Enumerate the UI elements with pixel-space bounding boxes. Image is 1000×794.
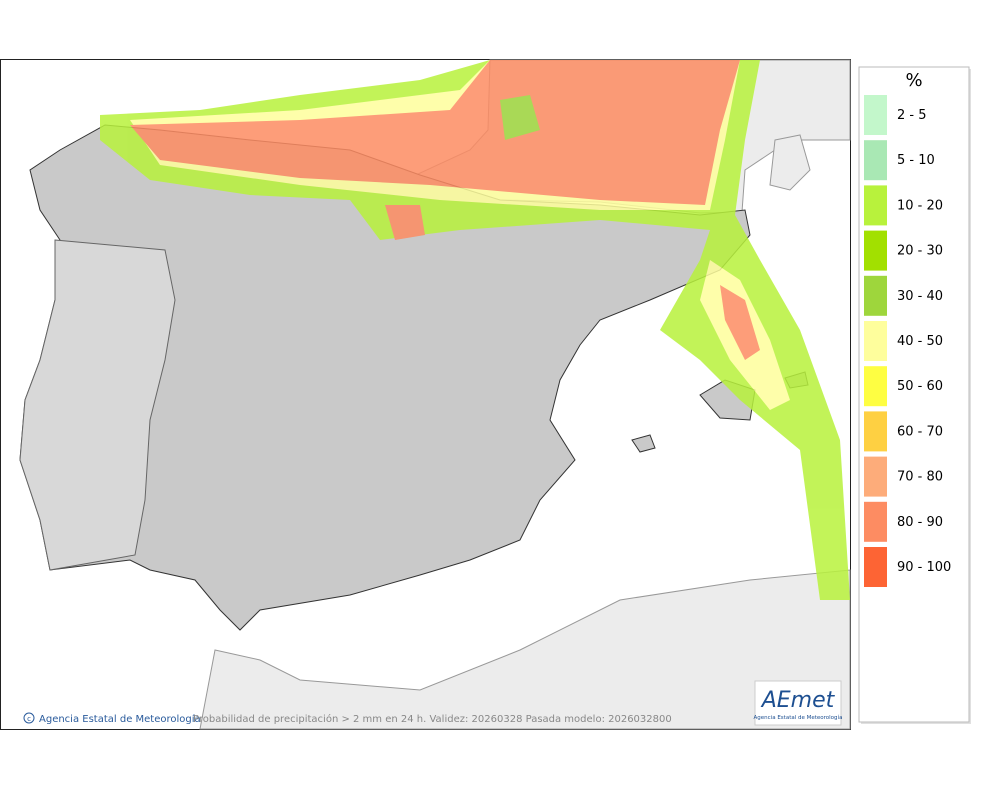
copyright-icon — [23, 712, 35, 724]
legend-label: 60 - 70 — [897, 424, 943, 439]
legend: % 2 - 5 5 - 10 10 - 20 20 - 30 30 - 40 40 - 5… — [858, 66, 971, 724]
band-high — [130, 60, 740, 205]
legend-label: 10 - 20 — [897, 198, 943, 213]
logo-subtitle: Agencia Estatal de Meteorología — [754, 714, 843, 721]
legend-label: 80 - 90 — [897, 515, 943, 530]
legend-title: % — [905, 70, 922, 91]
logo-box — [754, 680, 842, 726]
legend-swatch — [864, 366, 887, 407]
portugal — [19, 239, 176, 571]
precipitation-overlay — [100, 60, 850, 600]
legend-swatch — [864, 321, 887, 361]
legend-swatch — [864, 230, 887, 271]
legend-label: 5 - 10 — [897, 153, 935, 168]
legend-swatch — [864, 95, 887, 135]
legend-swatch — [864, 501, 887, 542]
caption: Probabilidad de precipitación > 2 mm en … — [193, 713, 672, 725]
legend-label: 70 - 80 — [897, 470, 943, 485]
legend-label: 20 - 30 — [897, 244, 943, 259]
legend-swatch — [864, 185, 887, 226]
basque-spot — [385, 205, 425, 240]
band-green-patch — [500, 95, 540, 140]
logo-name: AEmet — [760, 688, 836, 713]
credit: Agencia Estatal de Meteorología — [39, 713, 201, 725]
legend-swatch — [864, 140, 887, 181]
africa — [199, 569, 851, 730]
sardinia — [769, 134, 811, 191]
legend-swatch — [864, 547, 887, 587]
legend-label: 30 - 40 — [897, 289, 943, 304]
legend-swatch — [864, 411, 887, 452]
map — [0, 59, 851, 730]
legend-label: 90 - 100 — [897, 560, 951, 575]
legend-label: 50 - 60 — [897, 379, 943, 394]
legend-label: 2 - 5 — [897, 108, 927, 123]
legend-label: 40 - 50 — [897, 334, 943, 349]
legend-swatch — [864, 456, 887, 497]
footer: c Agencia Estatal de Meteorología Probab… — [23, 680, 843, 726]
ibiza — [631, 434, 656, 453]
legend-swatch — [864, 275, 887, 316]
band-high-east — [720, 285, 760, 360]
copyright-c: c — [27, 715, 31, 723]
